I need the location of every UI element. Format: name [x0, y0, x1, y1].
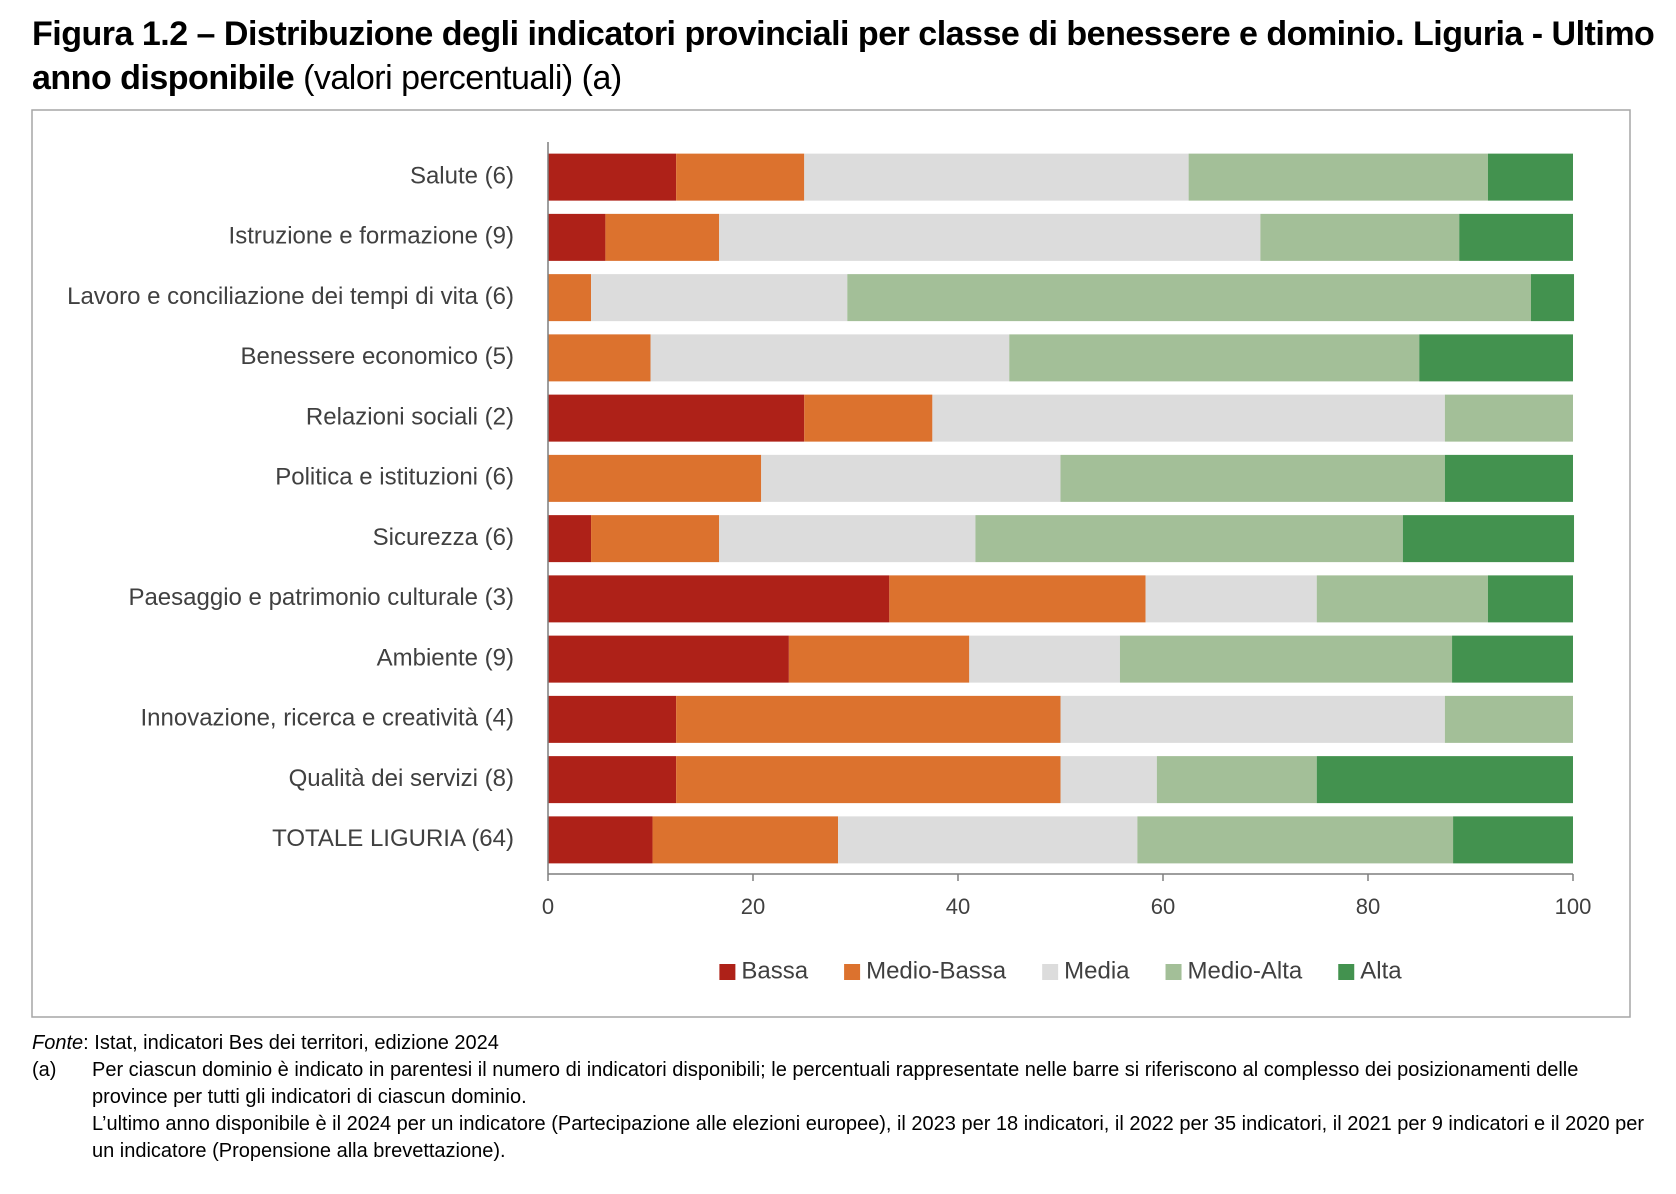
y-tick-label: Paesaggio e patrimonio culturale (3)	[128, 584, 514, 611]
source: Fonte: Istat, indicatori Bes dei territo…	[32, 1030, 1652, 1057]
bar-segment	[652, 816, 839, 864]
bar-segment	[1453, 816, 1573, 864]
legend-swatch	[1165, 964, 1182, 980]
note-body: Per ciascun dominio è indicato in parent…	[92, 1057, 1652, 1165]
legend-swatch	[719, 964, 736, 980]
source-text: : Istat, indicatori Bes dei territori, e…	[83, 1032, 499, 1054]
bar-segment	[1487, 575, 1573, 623]
bar-segment	[1060, 454, 1445, 502]
chart-title: Figura 1.2 – Distribuzione degli indicat…	[32, 15, 1655, 97]
bar-segment	[591, 515, 720, 563]
bar-segment	[1316, 756, 1573, 804]
bar-segment	[1009, 334, 1420, 382]
bar-segment	[1444, 394, 1573, 442]
legend-label: Bassa	[741, 957, 808, 984]
y-tick-label: Lavoro e conciliazione dei tempi di vita…	[67, 283, 514, 310]
bar-segment	[1530, 274, 1575, 322]
bar-segment	[1487, 153, 1573, 201]
bar-segment	[1402, 515, 1575, 563]
legend-swatch	[1042, 964, 1059, 980]
bar-segment	[1119, 635, 1453, 683]
y-tick-label: Ambiente (9)	[377, 644, 514, 671]
x-tick-label: 40	[946, 894, 970, 919]
legend-label: Medio-Bassa	[866, 957, 1007, 984]
bar-segment	[1188, 153, 1488, 201]
bar-segment	[1145, 575, 1317, 623]
y-tick-label: Sicurezza (6)	[373, 524, 514, 551]
bar-segment	[1137, 816, 1454, 864]
bar-segment	[548, 213, 606, 261]
bar-segment	[548, 575, 890, 623]
y-tick-label: Qualità dei servizi (8)	[289, 765, 514, 792]
note-paragraph: L’ultimo anno disponibile è il 2024 per …	[92, 1113, 1645, 1162]
bar-segment	[969, 635, 1120, 683]
bar-segment	[676, 695, 1061, 743]
bar-segment	[1419, 334, 1573, 382]
legend-label: Medio-Alta	[1188, 957, 1303, 984]
chart-frame	[31, 109, 1631, 1018]
bar-segment	[548, 816, 653, 864]
legend-label: Alta	[1360, 957, 1402, 984]
bar-segment	[548, 695, 677, 743]
bar-segment	[1156, 756, 1317, 804]
bar-segment	[1060, 756, 1157, 804]
chart-subtitle: (valori percentuali) (a)	[303, 59, 622, 97]
title: Figura 1.2 – Distribuzione degli indicat…	[32, 12, 1662, 100]
bar-segment	[676, 756, 1061, 804]
y-tick-label: Salute (6)	[410, 162, 514, 189]
bar-segment	[761, 454, 1061, 502]
bar-segment	[548, 153, 677, 201]
x-tick-label: 80	[1356, 894, 1380, 919]
bar-segment	[548, 334, 651, 382]
bar-segment	[548, 635, 789, 683]
bar-segment	[1459, 213, 1573, 261]
bar-segment	[548, 756, 677, 804]
chart: Salute (6) Istruzione e formazione (9) Lav…	[31, 109, 1631, 1018]
bar-segment	[605, 213, 720, 261]
bar-segment	[932, 394, 1445, 442]
bar-segment	[1452, 635, 1573, 683]
bar-segment	[804, 394, 933, 442]
bar-segment	[1444, 454, 1573, 502]
bar-segment	[889, 575, 1146, 623]
bar-segment	[838, 816, 1138, 864]
legend-label: Media	[1064, 957, 1130, 984]
bar-segment	[1260, 213, 1460, 261]
bar-segment	[1444, 695, 1573, 743]
bar-segment	[548, 515, 592, 563]
x-tick-label: 0	[542, 894, 554, 919]
note: (a) Per ciascun dominio è indicato in pa…	[32, 1057, 1652, 1165]
y-tick-label: Istruzione e formazione (9)	[229, 223, 514, 250]
note-marker: (a)	[32, 1059, 57, 1081]
bar-segment	[719, 515, 976, 563]
bar-segment	[1060, 695, 1445, 743]
bar-segment	[788, 635, 970, 683]
bar-segment	[847, 274, 1531, 322]
x-tick-label: 100	[1555, 894, 1592, 919]
x-tick-label: 20	[741, 894, 765, 919]
y-tick-label: Benessere economico (5)	[241, 343, 514, 370]
bar-segment	[548, 454, 762, 502]
bar-segment	[804, 153, 1189, 201]
bar-segment	[548, 394, 805, 442]
y-tick-label: Innovazione, ricerca e creatività (4)	[141, 705, 515, 732]
bar-segment	[676, 153, 805, 201]
bar-segment	[1316, 575, 1488, 623]
bar-segment	[548, 274, 592, 322]
footer: Fonte: Istat, indicatori Bes dei territo…	[32, 1030, 1652, 1165]
source-label: Fonte	[32, 1032, 84, 1054]
y-tick-label: TOTALE LIGURIA (64)	[272, 825, 514, 852]
legend-swatch	[1338, 964, 1355, 980]
bar-segment	[719, 213, 1261, 261]
bar-segment	[975, 515, 1403, 563]
y-tick-label: Relazioni sociali (2)	[306, 403, 514, 430]
bar-segment	[591, 274, 848, 322]
y-tick-label: Politica e istituzioni (6)	[275, 464, 514, 491]
note-paragraph: Per ciascun dominio è indicato in parent…	[92, 1059, 1579, 1108]
legend-swatch	[844, 964, 861, 980]
x-tick-label: 60	[1151, 894, 1175, 919]
bar-segment	[650, 334, 1010, 382]
